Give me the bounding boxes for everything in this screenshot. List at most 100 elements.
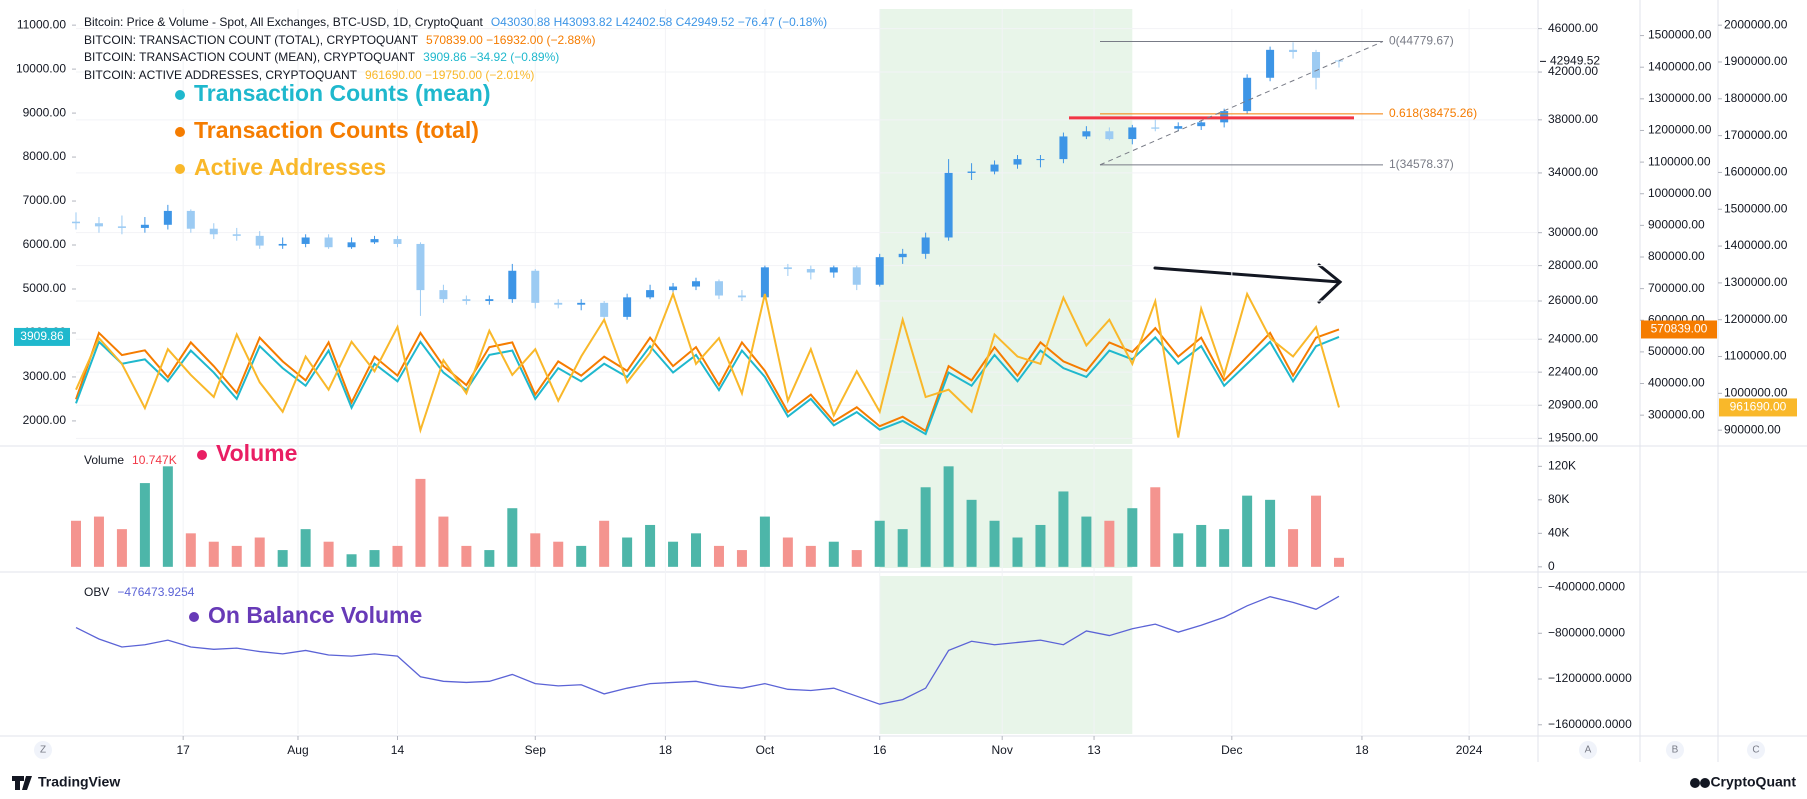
x-tick-label: 18 [1355,743,1369,757]
legend-value: 961690.00 −19750.00 (−2.01%) [364,67,535,82]
last-value-label: 3909.86 [20,329,64,343]
x-tick-label: Aug [287,743,308,757]
last-value-box [1641,320,1717,339]
candle-body [1059,136,1068,160]
legend-value: 10.747K [132,453,177,467]
last-value-box [14,327,70,346]
volume-bar [277,550,288,567]
legend-row: BITCOIN: ACTIVE ADDRESSES, CRYPTOQUANT 96… [84,67,827,85]
candle-body [324,237,333,248]
candle-body [875,257,884,285]
candle-body [140,224,149,228]
y-tick-label: −1200000.0000 [1548,671,1632,685]
candle-body [600,302,609,317]
y-tick-label: 1600000.00 [1724,165,1788,179]
candle-body [898,253,907,258]
annotation-dot [175,127,185,137]
volume-bar [1288,529,1299,567]
scale-button-label[interactable]: A [1585,745,1592,756]
volume-bar [668,541,679,567]
y-tick-label: 1100000.00 [1724,349,1787,363]
fib-label: 0(44779.67) [1389,34,1454,48]
trend-arrow [1153,263,1343,304]
scale-button-label[interactable]: Z [40,745,46,756]
y-tick-label: −1600000.0000 [1548,717,1632,731]
candle-body [990,164,999,172]
series-line [75,290,1340,438]
y-tick-label: 1400000.00 [1724,238,1788,252]
volume-bar [300,529,311,567]
scale-button[interactable] [1666,741,1684,759]
legend-value: 570839.00 −16932.00 (−2.88%) [426,32,596,47]
scale-button[interactable] [34,741,52,759]
y-tick-label: 0 [1548,559,1555,573]
footer-brand: CryptoQuant [1710,774,1796,790]
y-tick-label: 11000.00 [17,17,66,31]
last-value-label: 570839.00 [1651,322,1708,336]
y-tick-label: 1000000.00 [1648,186,1712,200]
candle-body [117,226,126,228]
candle-body [921,237,930,254]
candle-body [1105,131,1114,140]
volume-bar [920,487,931,567]
legend-title: OBV [84,585,110,599]
volume-bar [1196,524,1207,567]
candle-body [1289,49,1298,53]
series-line [75,326,1340,433]
volume-bar [1035,524,1046,567]
arrow-shaft [1153,266,1342,284]
y-tick-label: 300000.00 [1648,407,1705,421]
candle-body [714,281,723,296]
scale-button-label[interactable]: B [1672,745,1679,756]
legend-title: BITCOIN: TRANSACTION COUNT (MEAN), CRYPT… [84,50,416,64]
scale-button[interactable] [1747,741,1765,759]
candle-body [1151,127,1160,129]
scale-button[interactable] [1579,741,1597,759]
fib-trend-line [1099,40,1384,166]
volume-bar [1173,533,1184,567]
volume-bar [139,483,150,567]
y-tick-label: 19500.00 [1548,431,1598,445]
candle-body [209,228,218,235]
volume-bar [599,520,610,567]
candle-body [485,299,494,301]
legend-value: O43030.88 H43093.82 L42402.58 C42949.52 … [490,15,828,29]
volume-bar [1104,520,1115,567]
legend-row: BITCOIN: TRANSACTION COUNT (MEAN), CRYPT… [84,49,827,67]
candle-body [416,243,425,291]
volume-bar [1012,537,1023,567]
y-tick-label: 1900000.00 [1724,54,1788,68]
candle-body [347,242,356,248]
volume-bar [805,545,816,567]
y-tick-label: 900000.00 [1648,218,1705,232]
arrow-head [1317,263,1343,304]
scale-button-label[interactable]: C [1752,745,1759,756]
x-tick-label: Sep [525,743,547,757]
y-tick-label: 26000.00 [1548,293,1598,307]
y-tick-label: −800000.0000 [1548,625,1625,639]
candle-body [370,239,379,243]
y-tick-label: 1000000.00 [1724,386,1788,400]
x-tick-label: 17 [176,743,190,757]
y-tick-label: 1500000.00 [1724,201,1788,215]
candle-body [301,237,310,244]
y-tick-label: 10000.00 [16,61,66,75]
volume-bar [645,524,656,567]
volume-bar [1081,516,1092,567]
y-tick-label: 800000.00 [1648,249,1705,263]
candle-body [852,267,861,285]
y-tick-label: 400000.00 [1648,376,1705,390]
volume-bar [392,545,403,567]
y-tick-label: 46000.00 [1548,21,1598,35]
candle-body [669,286,678,291]
volume-bar [851,550,862,567]
candle-body [1243,77,1252,112]
candle-body [462,299,471,301]
volume-bar [208,541,219,567]
volume-bar [346,554,357,567]
candle-body [1312,52,1321,78]
y-tick-label: 1200000.00 [1648,123,1712,137]
candle-body [1036,159,1045,161]
candle-body [646,290,655,298]
volume-bar [691,533,702,567]
